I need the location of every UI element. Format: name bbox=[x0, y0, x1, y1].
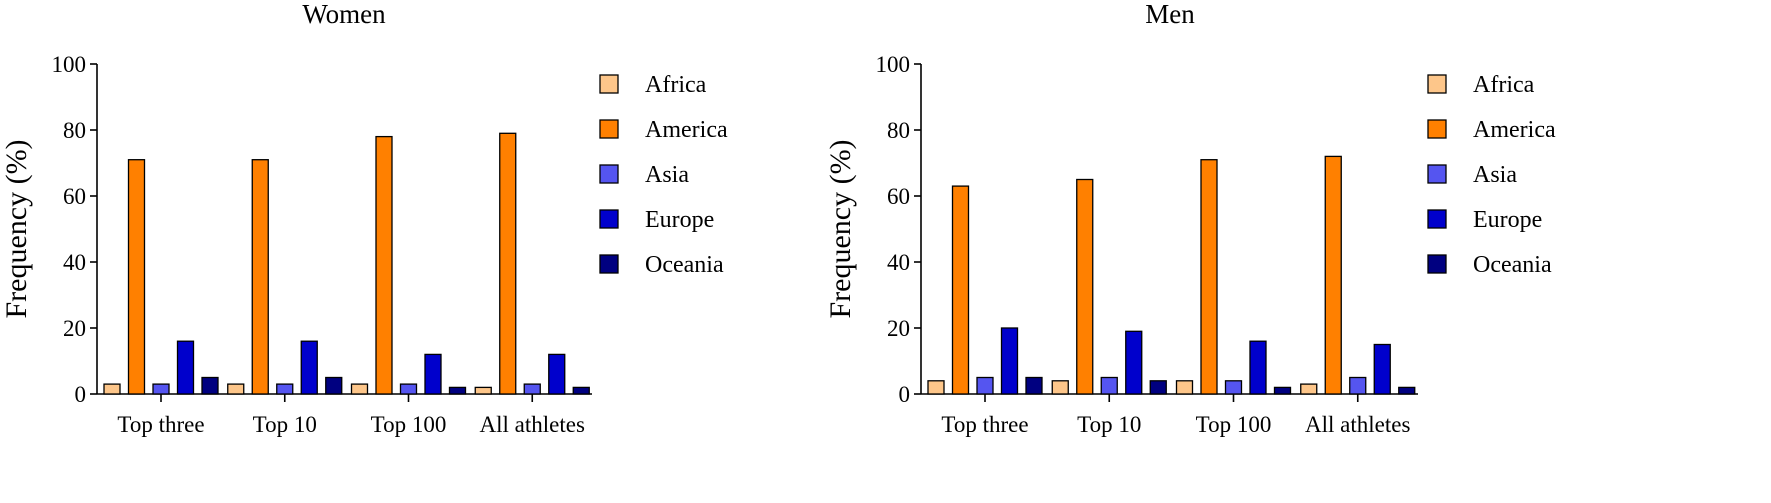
y-tick-label: 80 bbox=[887, 118, 910, 143]
bar-africa-4 bbox=[474, 386, 492, 395]
bar-oceania-4 bbox=[572, 386, 590, 395]
x-tick-label: Top 10 bbox=[1077, 412, 1141, 437]
x-tick-label: Top 100 bbox=[371, 412, 447, 437]
bar-america-1 bbox=[951, 185, 970, 395]
y-tick-label: 0 bbox=[75, 382, 87, 407]
bar-africa-2 bbox=[1051, 380, 1069, 395]
legend-swatch-america bbox=[599, 119, 619, 139]
bar-oceania-3 bbox=[1273, 386, 1292, 395]
legend-label-america: America bbox=[1473, 117, 1556, 143]
bar-oceania-1 bbox=[1025, 376, 1043, 395]
bar-africa-3 bbox=[1175, 380, 1194, 395]
legend-label-africa: Africa bbox=[1473, 72, 1535, 98]
legend-label-asia: Asia bbox=[645, 162, 689, 188]
bar-europe-4 bbox=[1373, 343, 1391, 395]
bar-oceania-2 bbox=[1149, 380, 1167, 395]
bar-europe-2 bbox=[1125, 330, 1143, 395]
bar-africa-3 bbox=[350, 383, 369, 395]
bar-europe-2 bbox=[300, 340, 318, 395]
bar-europe-3 bbox=[424, 353, 442, 395]
chart-panel-1: Women Frequency (%) 0 20 40 60 80 100 Top three T… bbox=[0, 0, 728, 437]
legend-swatch-africa bbox=[599, 74, 619, 94]
bar-asia-4 bbox=[1349, 376, 1367, 395]
bar-america-1 bbox=[127, 159, 146, 395]
legend-swatch-africa bbox=[1427, 74, 1447, 94]
y-tick-label: 100 bbox=[876, 52, 911, 77]
chart-title: Men bbox=[1145, 0, 1195, 29]
legend-swatch-america bbox=[1427, 119, 1447, 139]
legend-label-oceania: Oceania bbox=[1473, 252, 1552, 278]
bar-asia-1 bbox=[976, 376, 994, 395]
bar-asia-3 bbox=[399, 383, 418, 395]
x-tick-label: Top 100 bbox=[1196, 412, 1272, 437]
bar-europe-1 bbox=[176, 340, 195, 395]
bar-europe-1 bbox=[1000, 327, 1019, 395]
chart-title: Women bbox=[302, 0, 386, 29]
legend-label-oceania: Oceania bbox=[645, 252, 724, 278]
y-tick-label: 60 bbox=[63, 184, 86, 209]
legend-label-america: America bbox=[645, 117, 728, 143]
bar-europe-3 bbox=[1249, 340, 1267, 395]
x-tick-label: Top 10 bbox=[253, 412, 317, 437]
y-tick-label: 40 bbox=[63, 250, 86, 275]
y-tick-label: 0 bbox=[899, 382, 911, 407]
bar-asia-1 bbox=[152, 383, 170, 395]
bar-asia-2 bbox=[1100, 376, 1118, 395]
bar-africa-4 bbox=[1300, 383, 1318, 395]
legend-label-africa: Africa bbox=[645, 72, 707, 98]
bar-america-3 bbox=[375, 135, 393, 395]
bar-asia-4 bbox=[523, 383, 541, 395]
y-tick-label: 40 bbox=[887, 250, 910, 275]
bar-europe-4 bbox=[548, 353, 566, 395]
bar-america-4 bbox=[1324, 155, 1342, 395]
x-tick-label: Top three bbox=[117, 412, 204, 437]
bar-oceania-2 bbox=[325, 376, 343, 395]
y-tick-label: 60 bbox=[887, 184, 910, 209]
legend-swatch-europe bbox=[1427, 209, 1447, 229]
bar-america-2 bbox=[1076, 178, 1094, 395]
chart-panel-2: Men Frequency (%) 0 20 40 60 80 100 Top three Top… bbox=[824, 0, 1556, 437]
legend-label-europe: Europe bbox=[1473, 207, 1542, 233]
x-tick-label: Top three bbox=[941, 412, 1028, 437]
bar-africa-1 bbox=[927, 380, 945, 395]
legend-swatch-oceania bbox=[1427, 254, 1447, 274]
legend-swatch-europe bbox=[599, 209, 619, 229]
bar-america-2 bbox=[251, 159, 269, 395]
y-tick-label: 20 bbox=[63, 316, 86, 341]
bar-oceania-1 bbox=[201, 376, 219, 395]
bar-africa-1 bbox=[103, 383, 121, 395]
legend-swatch-asia bbox=[1427, 164, 1447, 184]
y-tick-label: 100 bbox=[52, 52, 87, 77]
y-tick-label: 80 bbox=[63, 118, 86, 143]
legend: Africa America Asia Europe Oceania bbox=[1427, 72, 1556, 278]
y-axis-label: Frequency (%) bbox=[824, 139, 857, 318]
bar-america-3 bbox=[1200, 159, 1218, 395]
bar-oceania-3 bbox=[448, 386, 467, 395]
bar-america-4 bbox=[499, 132, 517, 395]
x-tick-label: All athletes bbox=[480, 412, 585, 437]
bar-oceania-4 bbox=[1398, 386, 1416, 395]
x-tick-label: All athletes bbox=[1305, 412, 1410, 437]
y-axis-label: Frequency (%) bbox=[0, 139, 33, 318]
legend-label-asia: Asia bbox=[1473, 162, 1517, 188]
bar-asia-3 bbox=[1224, 380, 1243, 395]
legend-swatch-oceania bbox=[599, 254, 619, 274]
bar-africa-2 bbox=[227, 383, 245, 395]
legend: Africa America Asia Europe Oceania bbox=[599, 72, 728, 278]
legend-swatch-asia bbox=[599, 164, 619, 184]
y-tick-label: 20 bbox=[887, 316, 910, 341]
bar-asia-2 bbox=[276, 383, 294, 395]
legend-label-europe: Europe bbox=[645, 207, 714, 233]
